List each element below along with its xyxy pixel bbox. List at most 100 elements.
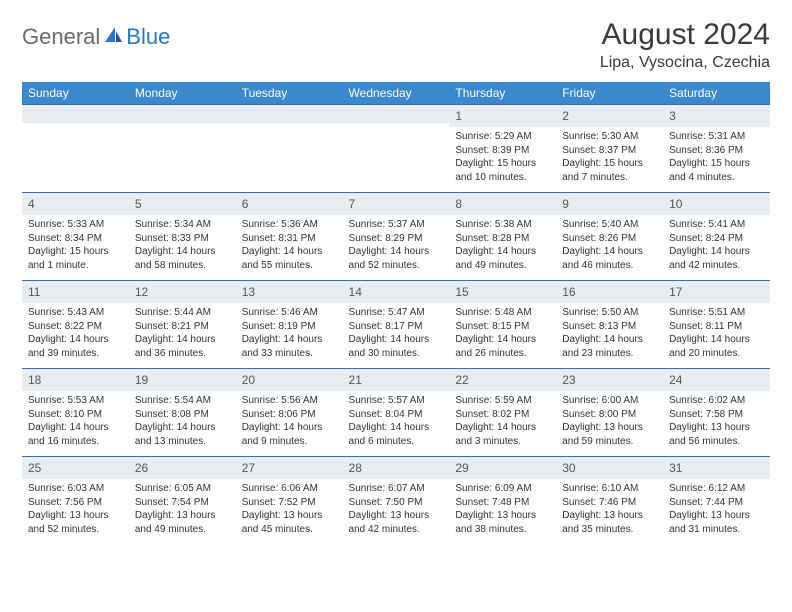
day-cell-body: Sunrise: 5:43 AMSunset: 8:22 PMDaylight:… bbox=[22, 303, 129, 364]
day-number-row: 26 bbox=[129, 457, 236, 479]
daylight-line: Daylight: 14 hours and 26 minutes. bbox=[455, 333, 550, 360]
sunset-line: Sunset: 8:11 PM bbox=[669, 320, 764, 334]
day-number: 20 bbox=[242, 373, 255, 387]
calendar-day-cell: 22Sunrise: 5:59 AMSunset: 8:02 PMDayligh… bbox=[449, 369, 556, 457]
day-number-row-empty bbox=[343, 105, 450, 123]
sunrise-line: Sunrise: 5:47 AM bbox=[349, 306, 444, 320]
daylight-line: Daylight: 13 hours and 45 minutes. bbox=[242, 509, 337, 536]
day-number: 15 bbox=[455, 285, 468, 299]
day-number-row: 31 bbox=[663, 457, 770, 479]
sunset-line: Sunset: 8:37 PM bbox=[562, 144, 657, 158]
day-number: 2 bbox=[562, 109, 569, 123]
day-number-row: 8 bbox=[449, 193, 556, 215]
calendar-day-cell bbox=[129, 105, 236, 193]
daylight-line: Daylight: 14 hours and 16 minutes. bbox=[28, 421, 123, 448]
day-cell-body: Sunrise: 5:29 AMSunset: 8:39 PMDaylight:… bbox=[449, 127, 556, 188]
day-cell-body: Sunrise: 5:48 AMSunset: 8:15 PMDaylight:… bbox=[449, 303, 556, 364]
day-number: 28 bbox=[349, 461, 362, 475]
calendar-day-cell: 20Sunrise: 5:56 AMSunset: 8:06 PMDayligh… bbox=[236, 369, 343, 457]
day-number: 8 bbox=[455, 197, 462, 211]
day-number-row: 24 bbox=[663, 369, 770, 391]
day-number-row: 16 bbox=[556, 281, 663, 303]
sunrise-line: Sunrise: 5:29 AM bbox=[455, 130, 550, 144]
day-cell-body: Sunrise: 6:12 AMSunset: 7:44 PMDaylight:… bbox=[663, 479, 770, 540]
sunset-line: Sunset: 8:10 PM bbox=[28, 408, 123, 422]
daylight-line: Daylight: 13 hours and 35 minutes. bbox=[562, 509, 657, 536]
calendar-day-cell: 25Sunrise: 6:03 AMSunset: 7:56 PMDayligh… bbox=[22, 457, 129, 545]
day-cell-body: Sunrise: 5:37 AMSunset: 8:29 PMDaylight:… bbox=[343, 215, 450, 276]
calendar-week-row: 25Sunrise: 6:03 AMSunset: 7:56 PMDayligh… bbox=[22, 457, 770, 545]
sunset-line: Sunset: 8:00 PM bbox=[562, 408, 657, 422]
day-cell-body: Sunrise: 5:33 AMSunset: 8:34 PMDaylight:… bbox=[22, 215, 129, 276]
day-cell-body: Sunrise: 5:50 AMSunset: 8:13 PMDaylight:… bbox=[556, 303, 663, 364]
calendar-day-cell: 16 Sunrise: 5:50 AMSunset: 8:13 PMDayligh… bbox=[556, 281, 663, 369]
sunset-line: Sunset: 8:31 PM bbox=[242, 232, 337, 246]
sunrise-line: Sunrise: 5:38 AM bbox=[455, 218, 550, 232]
day-number: 1 bbox=[455, 109, 462, 123]
sunrise-line: Sunrise: 6:07 AM bbox=[349, 482, 444, 496]
sunrise-line: Sunrise: 6:00 AM bbox=[562, 394, 657, 408]
calendar-day-cell: 21Sunrise: 5:57 AMSunset: 8:04 PMDayligh… bbox=[343, 369, 450, 457]
calendar-day-cell: 7Sunrise: 5:37 AMSunset: 8:29 PMDaylight… bbox=[343, 193, 450, 281]
logo-sail-icon bbox=[102, 25, 124, 50]
day-number-row: 7 bbox=[343, 193, 450, 215]
sunset-line: Sunset: 8:24 PM bbox=[669, 232, 764, 246]
daylight-line: Daylight: 13 hours and 52 minutes. bbox=[28, 509, 123, 536]
day-cell-body: Sunrise: 5:38 AMSunset: 8:28 PMDaylight:… bbox=[449, 215, 556, 276]
day-cell-body: Sunrise: 5:36 AMSunset: 8:31 PMDaylight:… bbox=[236, 215, 343, 276]
sunset-line: Sunset: 8:29 PM bbox=[349, 232, 444, 246]
calendar-body: 1 Sunrise: 5:29 AMSunset: 8:39 PMDaylight… bbox=[22, 105, 770, 545]
sunrise-line: Sunrise: 6:05 AM bbox=[135, 482, 230, 496]
weekday-header: Wednesday bbox=[343, 82, 450, 105]
day-number-row: 22 bbox=[449, 369, 556, 391]
sunset-line: Sunset: 7:56 PM bbox=[28, 496, 123, 510]
day-number-row: 11 bbox=[22, 281, 129, 303]
daylight-line: Daylight: 13 hours and 42 minutes. bbox=[349, 509, 444, 536]
weekday-header: Monday bbox=[129, 82, 236, 105]
day-number-row: 12 bbox=[129, 281, 236, 303]
day-number: 29 bbox=[455, 461, 468, 475]
daylight-line: Daylight: 13 hours and 49 minutes. bbox=[135, 509, 230, 536]
sunrise-line: Sunrise: 5:56 AM bbox=[242, 394, 337, 408]
month-title: August 2024 bbox=[600, 18, 770, 52]
day-number: 16 bbox=[562, 285, 575, 299]
calendar-day-cell: 15 Sunrise: 5:48 AMSunset: 8:15 PMDayligh… bbox=[449, 281, 556, 369]
weekday-header: Sunday bbox=[22, 82, 129, 105]
day-number-row: 10 bbox=[663, 193, 770, 215]
sunset-line: Sunset: 7:52 PM bbox=[242, 496, 337, 510]
calendar-day-cell bbox=[22, 105, 129, 193]
day-number: 13 bbox=[242, 285, 255, 299]
calendar-day-cell: 23Sunrise: 6:00 AMSunset: 8:00 PMDayligh… bbox=[556, 369, 663, 457]
sunset-line: Sunset: 8:02 PM bbox=[455, 408, 550, 422]
sunset-line: Sunset: 8:06 PM bbox=[242, 408, 337, 422]
day-number-row: 25 bbox=[22, 457, 129, 479]
sunset-line: Sunset: 8:19 PM bbox=[242, 320, 337, 334]
calendar-day-cell: 29Sunrise: 6:09 AMSunset: 7:48 PMDayligh… bbox=[449, 457, 556, 545]
sunset-line: Sunset: 7:44 PM bbox=[669, 496, 764, 510]
sunset-line: Sunset: 8:13 PM bbox=[562, 320, 657, 334]
calendar-table: SundayMondayTuesdayWednesdayThursdayFrid… bbox=[22, 82, 770, 545]
day-cell-body: Sunrise: 5:31 AMSunset: 8:36 PMDaylight:… bbox=[663, 127, 770, 188]
daylight-line: Daylight: 15 hours and 7 minutes. bbox=[562, 157, 657, 184]
sunset-line: Sunset: 7:58 PM bbox=[669, 408, 764, 422]
weekday-header: Thursday bbox=[449, 82, 556, 105]
day-number-row: 21 bbox=[343, 369, 450, 391]
day-number-row: 23 bbox=[556, 369, 663, 391]
calendar-day-cell: 4Sunrise: 5:33 AMSunset: 8:34 PMDaylight… bbox=[22, 193, 129, 281]
sunrise-line: Sunrise: 5:34 AM bbox=[135, 218, 230, 232]
day-number: 17 bbox=[669, 285, 682, 299]
day-number: 21 bbox=[349, 373, 362, 387]
daylight-line: Daylight: 14 hours and 30 minutes. bbox=[349, 333, 444, 360]
sunset-line: Sunset: 8:08 PM bbox=[135, 408, 230, 422]
calendar-day-cell: 3Sunrise: 5:31 AMSunset: 8:36 PMDaylight… bbox=[663, 105, 770, 193]
day-number-row: 18 bbox=[22, 369, 129, 391]
daylight-line: Daylight: 14 hours and 3 minutes. bbox=[455, 421, 550, 448]
daylight-line: Daylight: 14 hours and 49 minutes. bbox=[455, 245, 550, 272]
day-number: 31 bbox=[669, 461, 682, 475]
daylight-line: Daylight: 14 hours and 42 minutes. bbox=[669, 245, 764, 272]
day-number: 27 bbox=[242, 461, 255, 475]
sunset-line: Sunset: 8:21 PM bbox=[135, 320, 230, 334]
daylight-line: Daylight: 14 hours and 6 minutes. bbox=[349, 421, 444, 448]
sunrise-line: Sunrise: 5:46 AM bbox=[242, 306, 337, 320]
daylight-line: Daylight: 14 hours and 58 minutes. bbox=[135, 245, 230, 272]
